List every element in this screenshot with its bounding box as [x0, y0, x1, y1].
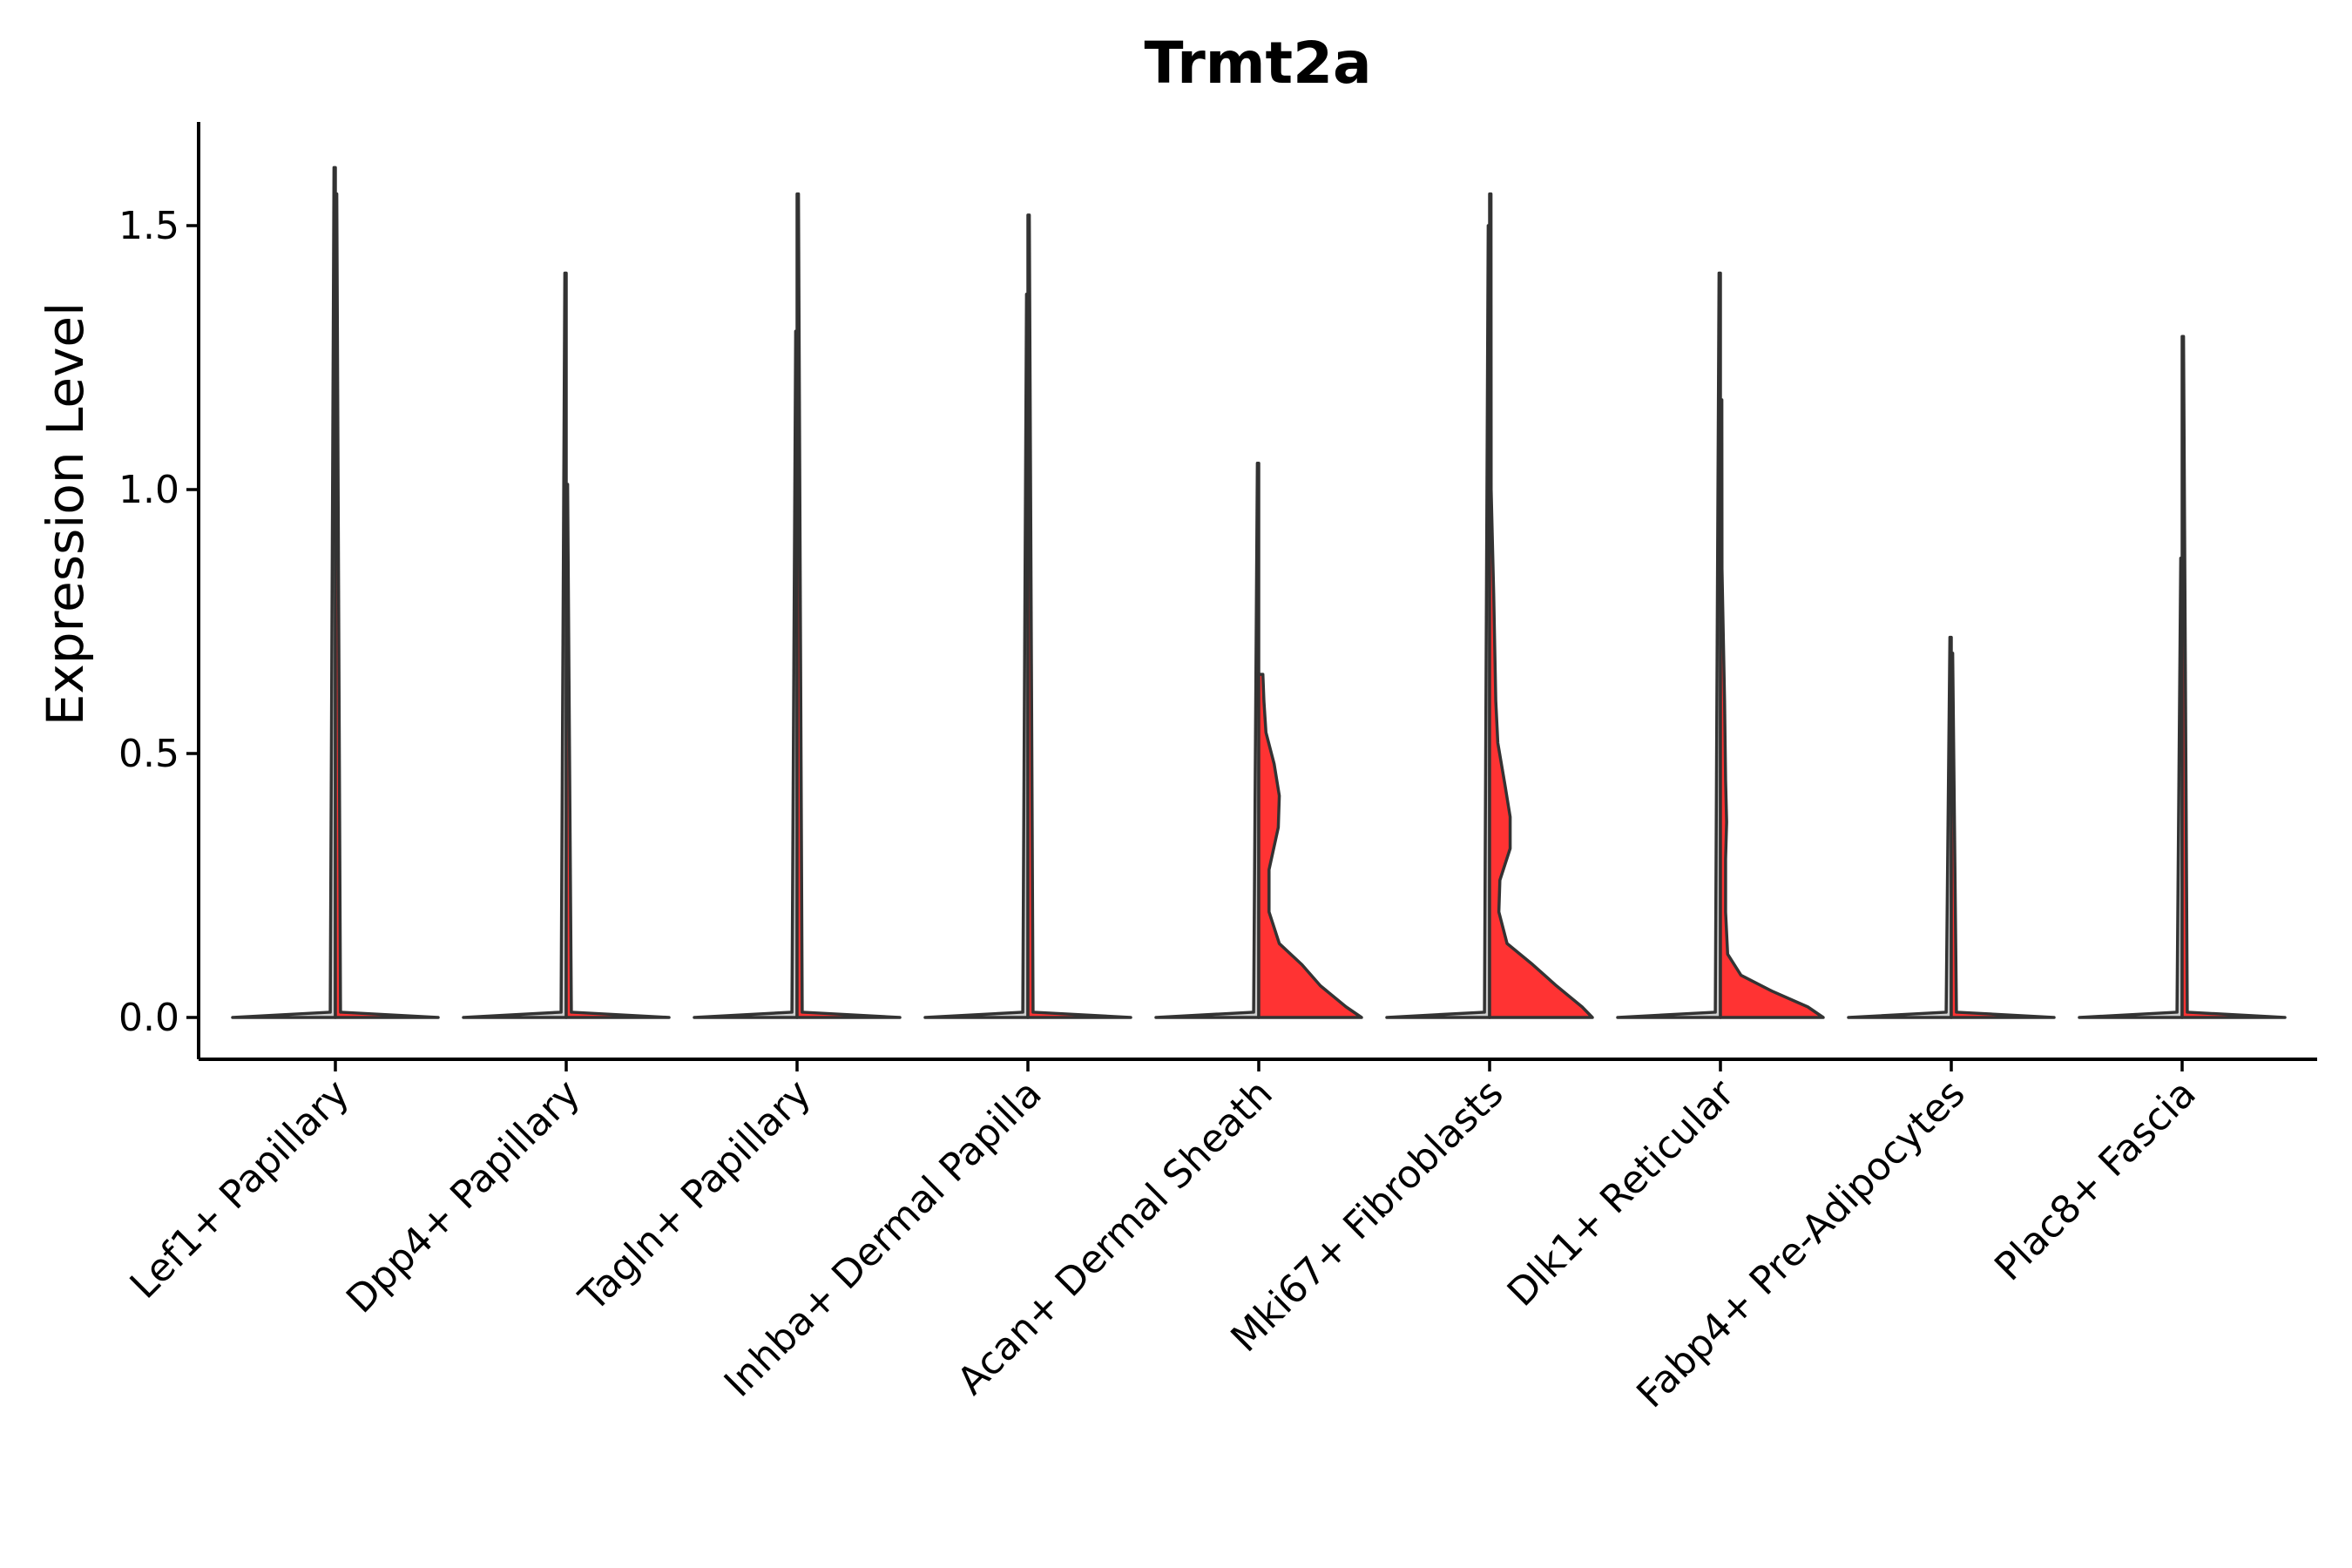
- y-axis-label: Expression Level: [36, 302, 95, 726]
- y-tick-label: 0.5: [118, 732, 179, 776]
- violin-left-6: [1385, 224, 1491, 1019]
- y-tick-label: 0.0: [118, 996, 179, 1040]
- y-tick-label: 1.0: [118, 468, 179, 512]
- violin-left-8: [1847, 635, 1953, 1019]
- x-tick-label: Tagln+ Papillary: [571, 1071, 820, 1321]
- violin-left-7: [1616, 271, 1722, 1019]
- violin-right-2: [564, 483, 671, 1019]
- x-tick-label: Dlk1+ Reticular: [1499, 1071, 1744, 1315]
- violin-left-5: [1154, 461, 1260, 1019]
- x-tick-label: Dpp4+ Papillary: [338, 1071, 589, 1322]
- violin-right-3: [795, 192, 902, 1019]
- violin-left-2: [462, 271, 568, 1019]
- y-axis: 0.0 0.5 1.0 1.5: [118, 122, 200, 1059]
- x-tick-label: Plac8+ Fascia: [1986, 1071, 2205, 1290]
- violin-group: [231, 166, 2287, 1019]
- violin-left-4: [923, 293, 1030, 1019]
- violin-left-3: [693, 329, 799, 1019]
- violin-right-1: [334, 192, 440, 1019]
- violin-right-7: [1719, 398, 1825, 1019]
- violin-right-6: [1488, 192, 1594, 1019]
- violin-right-4: [1026, 213, 1132, 1019]
- chart-title: Trmt2a: [1144, 30, 1371, 97]
- violin-left-9: [2078, 557, 2184, 1019]
- violin-right-9: [2180, 335, 2287, 1019]
- violin-left-1: [231, 166, 337, 1019]
- violin-right-8: [1950, 652, 2056, 1019]
- violin-right-5: [1257, 672, 1363, 1019]
- x-tick-label: Lef1+ Papillary: [122, 1071, 358, 1308]
- y-tick-label: 1.5: [118, 204, 179, 248]
